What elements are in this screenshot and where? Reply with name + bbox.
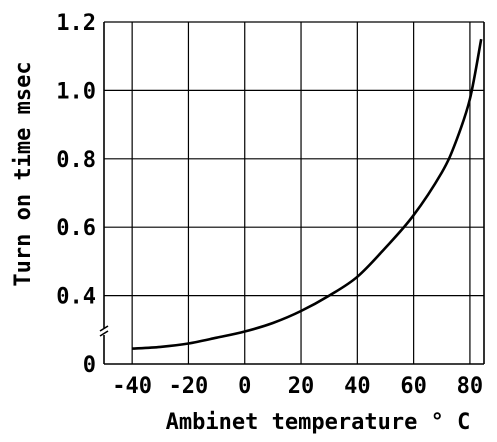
x-tick-label: -20 <box>169 374 209 399</box>
x-tick-label: 80 <box>457 374 484 399</box>
y-tick-label: 1.0 <box>56 79 96 104</box>
series-line <box>132 38 483 350</box>
y-tick-label: 0.6 <box>56 216 96 241</box>
axis-break-mark <box>99 325 109 332</box>
y-zero-label: 0 <box>83 353 96 378</box>
y-tick-label: 1.2 <box>56 11 96 36</box>
x-tick-label: 40 <box>344 374 371 399</box>
y-axis-label: Turn on time msec <box>11 61 36 286</box>
x-tick-label: -40 <box>112 374 152 399</box>
plot-frame <box>99 22 485 365</box>
axis-break-mark <box>99 330 109 337</box>
x-tick-label: 60 <box>400 374 427 399</box>
y-tick-label: 0.8 <box>56 148 96 173</box>
x-axis-label: Ambinet temperature ° C <box>166 410 471 435</box>
y-tick-label: 0.4 <box>56 285 96 310</box>
grid <box>104 21 484 364</box>
x-tick-label: 0 <box>238 374 251 399</box>
series-layer <box>132 38 483 350</box>
x-tick-label: 20 <box>288 374 315 399</box>
tick-labels: -40 -20 0 20 40 60 80 0.4 0.6 0.8 1.0 1.2 0 <box>56 11 483 399</box>
